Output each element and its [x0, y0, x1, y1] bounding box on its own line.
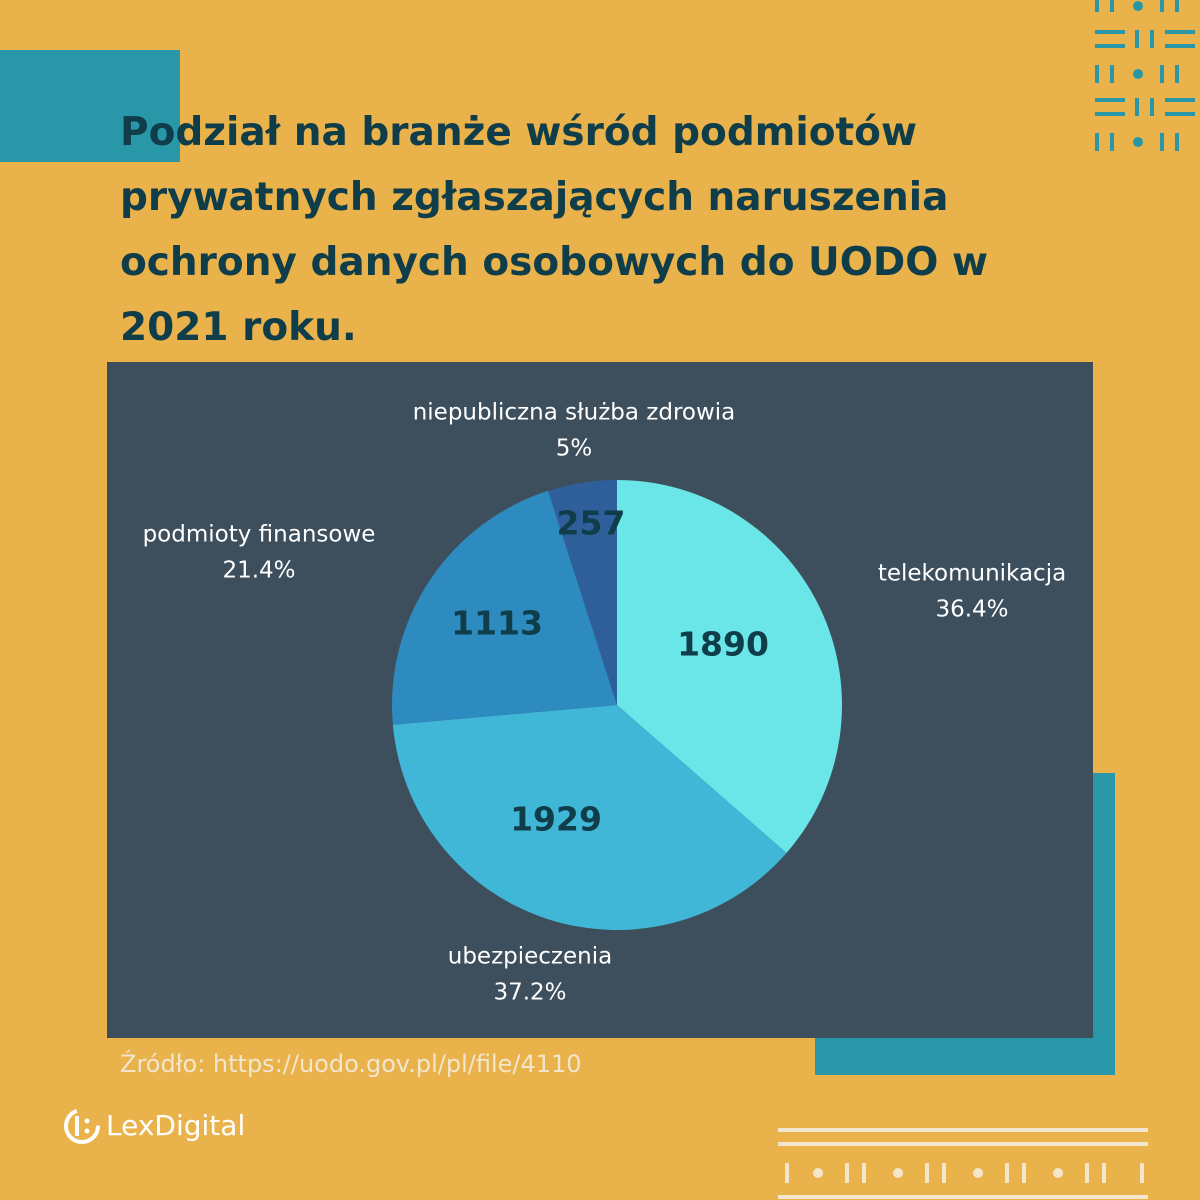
pie-slice	[392, 705, 787, 931]
slice-value: 1113	[451, 604, 543, 643]
pie-slice	[617, 480, 842, 853]
slice-value: 1929	[510, 800, 602, 839]
brand-logo	[64, 1108, 100, 1144]
pie-slice	[548, 480, 617, 705]
slice-percent: 5%	[556, 436, 593, 462]
source: Źródło: https://uodo.gov.pl/pl/file/4110	[120, 1049, 582, 1078]
slice-label: niepubliczna służba zdrowia	[413, 400, 736, 426]
brand: LexDigital	[106, 1109, 245, 1142]
slice-value: 1890	[677, 625, 769, 664]
slice-label: podmioty finansowe	[143, 522, 376, 548]
slice-percent: 37.2%	[493, 980, 566, 1006]
slice-value: 257	[557, 504, 626, 543]
pie-slice	[392, 490, 617, 725]
chart-title: Podział na branże wśród podmiotów prywat…	[120, 110, 989, 350]
decor-pattern	[778, 1128, 1148, 1199]
slice-percent: 36.4%	[935, 597, 1008, 623]
slice-label: ubezpieczenia	[448, 944, 612, 970]
slice-percent: 21.4%	[222, 558, 295, 584]
decor-pattern	[1095, 0, 1195, 151]
slice-label: telekomunikacja	[878, 561, 1066, 587]
decor-block	[0, 50, 180, 162]
pie: telekomunikacja 36.4% 1890 ubezpieczenia 37.…	[143, 400, 1067, 1006]
